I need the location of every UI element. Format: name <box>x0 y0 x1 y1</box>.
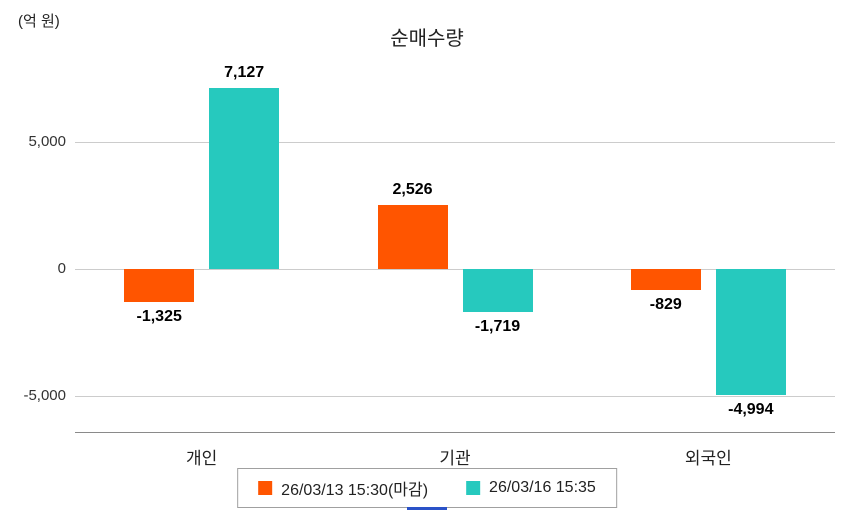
legend-underline <box>407 507 447 510</box>
chart-title: 순매수량 <box>390 28 464 50</box>
bar-기관-series-1 <box>462 268 533 313</box>
bar-개인-series-1 <box>209 88 280 269</box>
legend-label-series-0: 26/03/13 15:30(마감) <box>281 482 429 499</box>
legend-item-series-0: 26/03/13 15:30(마감) <box>258 476 428 500</box>
bar-외국인-series-1 <box>715 268 786 396</box>
value-label: -4,994 <box>728 401 774 419</box>
x-category-label: 개인 <box>186 449 218 468</box>
value-label: 2,526 <box>392 180 433 198</box>
value-label: -1,719 <box>474 318 521 336</box>
y-tick-label: -5,000 <box>23 386 66 404</box>
legend-swatch-orange <box>258 481 273 495</box>
y-tick-label: 5,000 <box>28 133 66 151</box>
gridline--5000 <box>75 395 835 397</box>
legend: 26/03/13 15:30(마감) 26/03/16 15:35 <box>237 468 617 508</box>
bar-기관-series-0 <box>377 204 448 269</box>
x-category-label: 기관 <box>439 449 471 468</box>
y-axis-unit-label: (억 원) <box>18 13 60 30</box>
value-label: -829 <box>649 295 682 313</box>
legend-swatch-teal <box>466 481 481 495</box>
bar-외국인-series-0 <box>630 268 701 290</box>
value-label: 7,127 <box>224 64 265 82</box>
gridline-0 <box>75 268 835 270</box>
x-axis-line <box>75 432 835 433</box>
y-tick-label: 0 <box>57 259 66 277</box>
value-label: -1,325 <box>136 308 182 326</box>
x-category-label: 외국인 <box>684 449 732 468</box>
gridline-5000 <box>75 142 835 144</box>
legend-label-series-1: 26/03/16 15:35 <box>489 479 596 496</box>
legend-item-series-1: 26/03/16 15:35 <box>466 479 596 497</box>
bar-개인-series-0 <box>124 268 195 303</box>
